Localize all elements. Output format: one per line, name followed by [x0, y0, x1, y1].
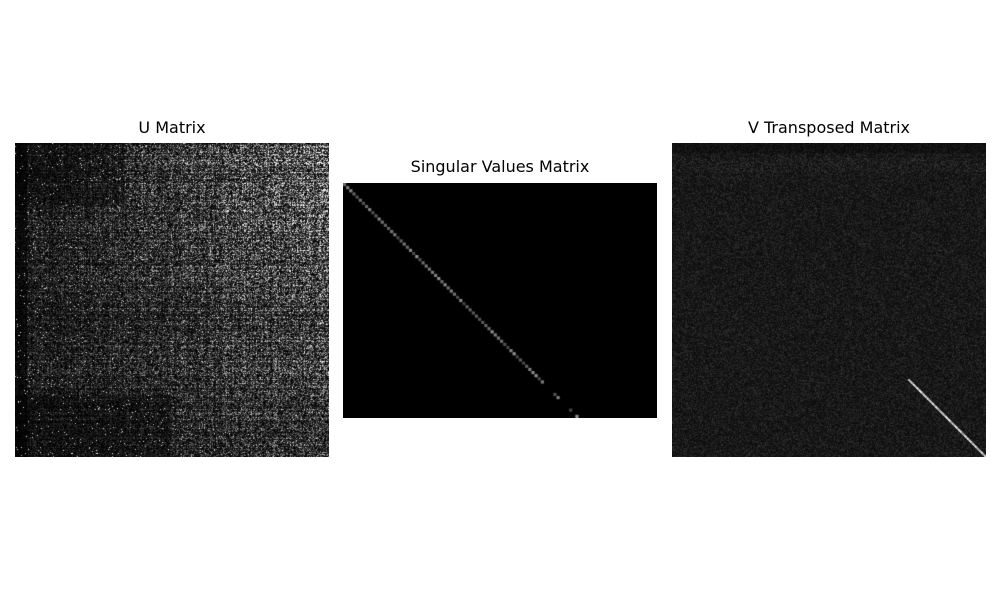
singular-values-title: Singular Values Matrix [410, 157, 590, 176]
u-matrix-heatmap [15, 143, 329, 457]
v-transposed-title: V Transposed Matrix [747, 118, 911, 137]
v-transposed-heatmap [672, 143, 986, 457]
singular-values-heatmap [343, 183, 657, 418]
u-matrix-title: U Matrix [138, 118, 206, 137]
